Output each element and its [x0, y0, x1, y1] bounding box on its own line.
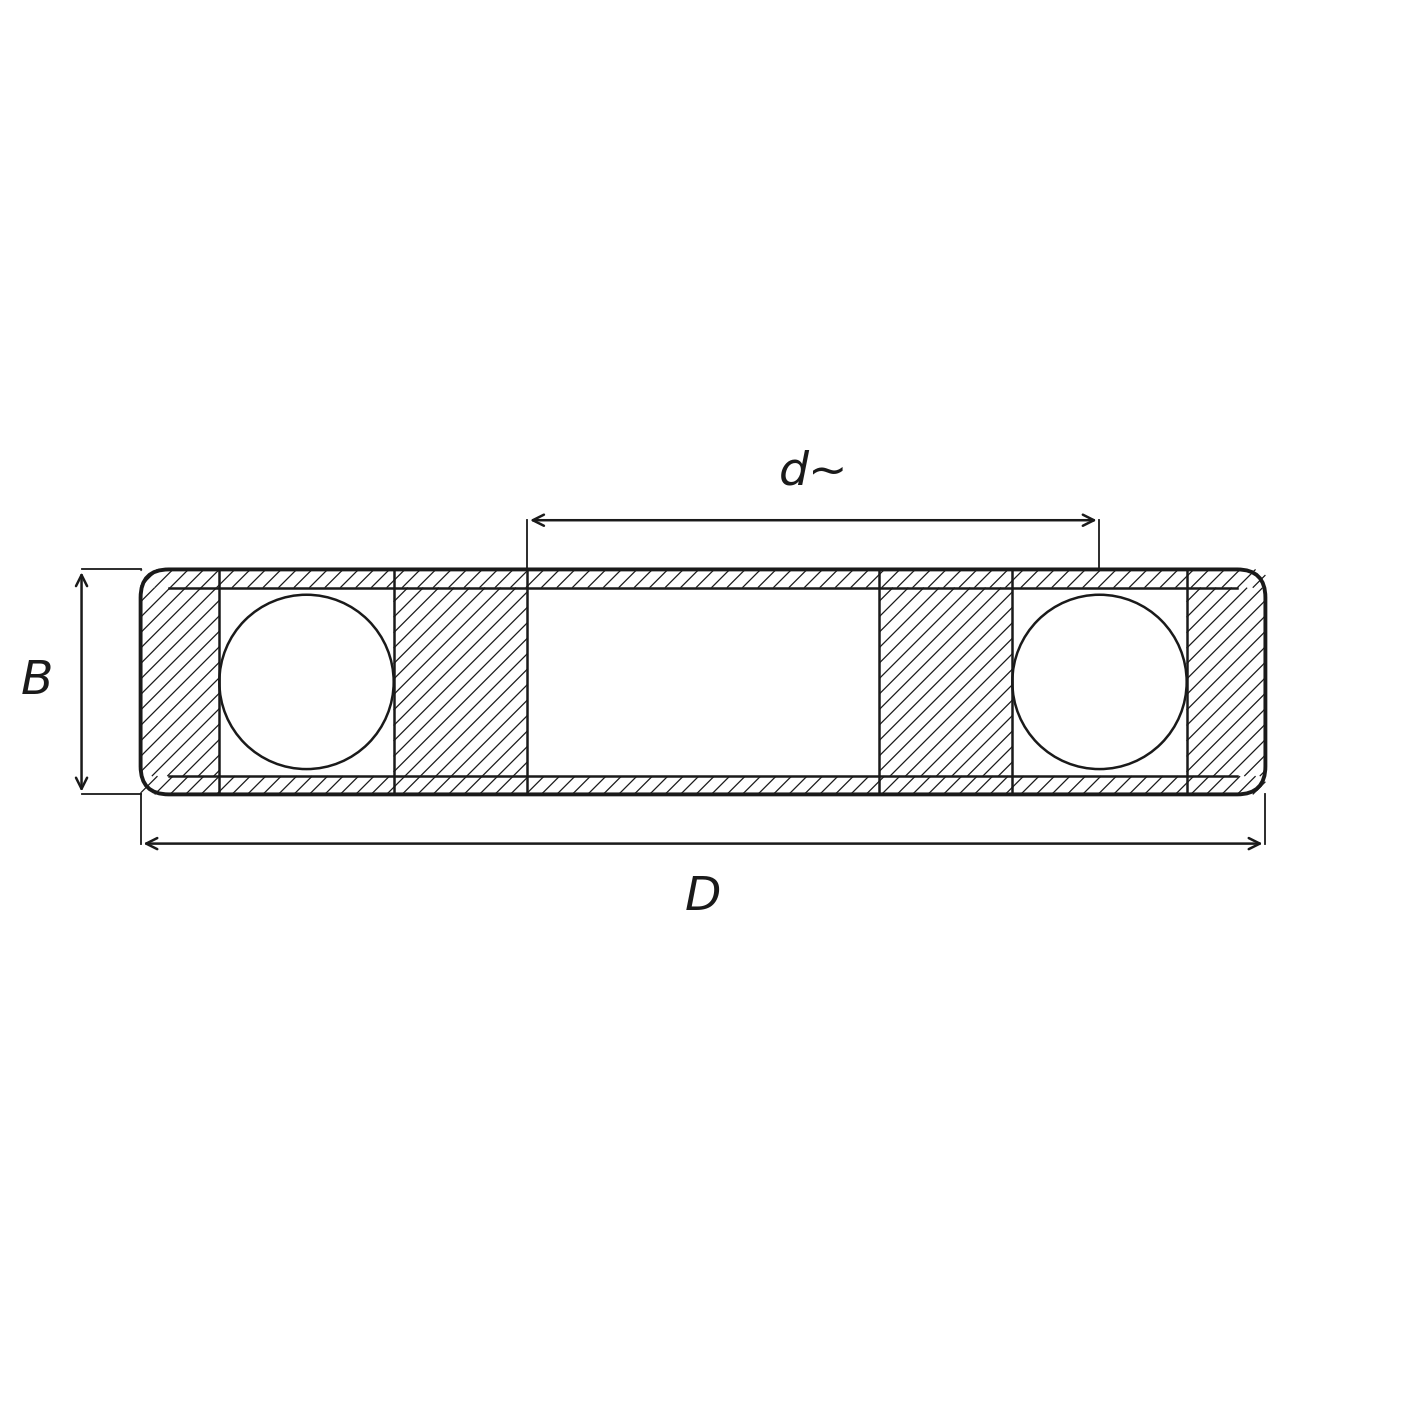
FancyBboxPatch shape — [141, 569, 1265, 794]
Ellipse shape — [1012, 595, 1187, 769]
Bar — [527, 588, 879, 776]
Text: d~: d~ — [779, 450, 848, 495]
Ellipse shape — [219, 595, 394, 769]
Text: D: D — [685, 875, 721, 920]
Text: B: B — [21, 659, 53, 704]
